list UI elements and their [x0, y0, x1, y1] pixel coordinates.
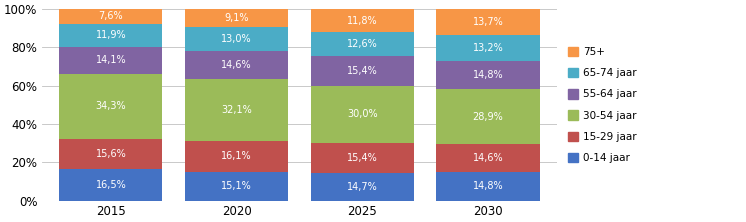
Bar [436, 89, 539, 144]
Legend: 75+, 65-74 jaar, 55-64 jaar, 30-54 jaar, 15-29 jaar, 0-14 jaar: 75+, 65-74 jaar, 55-64 jaar, 30-54 jaar,… [568, 47, 637, 163]
Text: 28,9%: 28,9% [473, 112, 504, 122]
Text: 16,1%: 16,1% [222, 151, 252, 161]
Text: 32,1%: 32,1% [222, 105, 252, 115]
Text: 15,4%: 15,4% [347, 66, 377, 76]
Bar [60, 73, 163, 139]
Bar [185, 9, 288, 27]
Text: 14,8%: 14,8% [473, 182, 504, 192]
Text: 13,2%: 13,2% [473, 43, 504, 53]
Bar [185, 52, 288, 79]
Bar [185, 172, 288, 201]
Bar [436, 9, 539, 35]
Bar [60, 9, 163, 24]
Text: 9,1%: 9,1% [225, 13, 249, 23]
Bar [60, 169, 163, 201]
Text: 11,9%: 11,9% [95, 30, 126, 40]
Bar [311, 85, 414, 143]
Text: 13,7%: 13,7% [473, 17, 504, 27]
Bar [185, 79, 288, 141]
Bar [311, 56, 414, 85]
Text: 14,6%: 14,6% [222, 60, 252, 70]
Text: 15,6%: 15,6% [95, 149, 126, 159]
Text: 14,8%: 14,8% [473, 70, 504, 80]
Text: 14,7%: 14,7% [347, 182, 377, 192]
Text: 11,8%: 11,8% [347, 16, 377, 26]
Text: 34,3%: 34,3% [95, 101, 126, 111]
Text: 15,1%: 15,1% [222, 181, 252, 191]
Text: 14,1%: 14,1% [95, 55, 126, 65]
Bar [311, 32, 414, 56]
Bar [311, 172, 414, 201]
Bar [436, 61, 539, 89]
Bar [436, 35, 539, 61]
Bar [436, 172, 539, 201]
Bar [185, 141, 288, 172]
Bar [185, 27, 288, 52]
Bar [311, 9, 414, 32]
Bar [60, 24, 163, 47]
Text: 7,6%: 7,6% [98, 12, 123, 22]
Text: 13,0%: 13,0% [222, 34, 252, 44]
Text: 16,5%: 16,5% [95, 180, 126, 190]
Bar [436, 144, 539, 172]
Bar [60, 47, 163, 73]
Text: 30,0%: 30,0% [347, 109, 377, 119]
Bar [60, 139, 163, 169]
Bar [311, 143, 414, 172]
Text: 12,6%: 12,6% [347, 39, 377, 49]
Text: 14,6%: 14,6% [473, 153, 504, 163]
Text: 15,4%: 15,4% [347, 153, 377, 163]
